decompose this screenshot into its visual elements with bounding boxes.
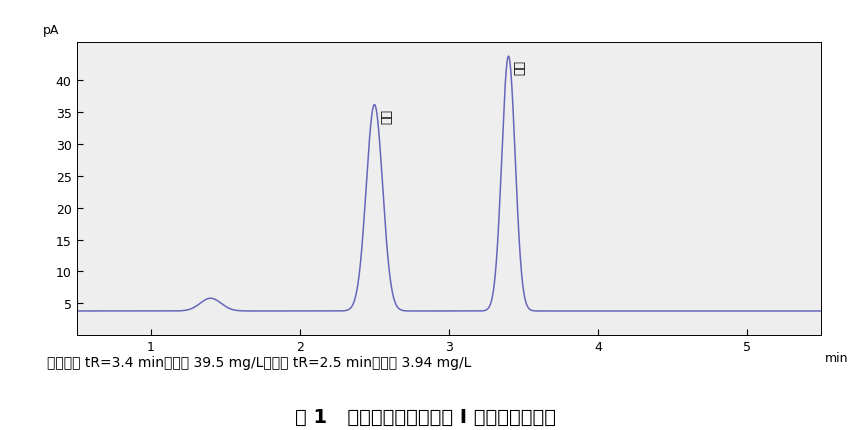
Text: 注：甲醇 tR=3.4 min，浓度 39.5 mg/L；丙酮 tR=2.5 min，浓度 3.94 mg/L: 注：甲醇 tR=3.4 min，浓度 39.5 mg/L；丙酮 tR=2.5 m… <box>47 355 471 369</box>
Text: 甲醇: 甲醇 <box>513 60 526 75</box>
Text: min: min <box>825 351 848 365</box>
Text: 图 1   甲醇和丙酮在色谱柱 I 上的气相色谱图: 图 1 甲醇和丙酮在色谱柱 I 上的气相色谱图 <box>295 407 556 426</box>
Text: pA: pA <box>43 24 60 37</box>
Text: 丙酮: 丙酮 <box>380 108 393 123</box>
